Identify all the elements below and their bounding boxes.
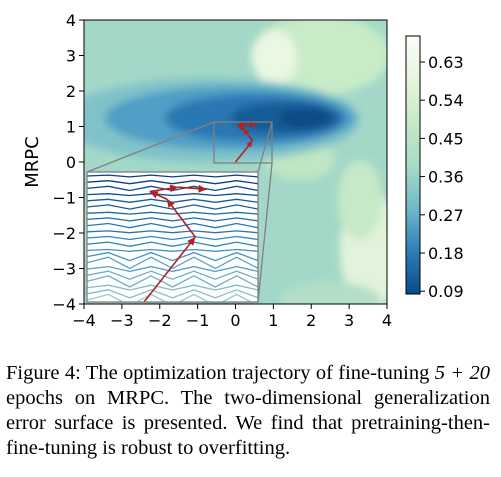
- y-axis: 4 3 2 1 0 −1 −2 −3 −4: [52, 11, 84, 314]
- y-tick-label: 0: [66, 153, 76, 172]
- x-tick-label: 3: [344, 311, 354, 330]
- caption-math: 5 + 20: [434, 362, 490, 384]
- trajectory-arrowhead: [187, 237, 196, 246]
- figure-caption: Figure 4: The optimization trajectory of…: [6, 361, 490, 461]
- y-tick-label: −3: [52, 260, 76, 279]
- inset-contour-line: [87, 251, 258, 262]
- colorbar: 0.63 0.54 0.45 0.36 0.27 0.18 0.09: [405, 35, 464, 301]
- y-tick-label: 3: [66, 47, 76, 66]
- y-tick-label: 2: [66, 82, 76, 101]
- x-tick-label: 2: [306, 311, 316, 330]
- zoom-box: [213, 121, 273, 164]
- x-tick-label: −2: [148, 311, 172, 330]
- x-tick-label: 0: [230, 311, 240, 330]
- caption-text-b: epochs on MRPC. The two-dimensional gene…: [6, 387, 490, 459]
- y-tick-label: −4: [52, 295, 76, 314]
- trajectory-arrowhead: [169, 184, 179, 193]
- inset-contour-line: [87, 174, 258, 178]
- x-axis: −4 −3 −2 −1 0 1 2 3 4: [72, 304, 392, 330]
- trajectory-segment: [143, 236, 196, 302]
- trajectory-arrowhead: [246, 140, 253, 148]
- y-axis-label: MRPC: [22, 136, 43, 187]
- inset-contour-line: [87, 304, 258, 309]
- colorbar-tick-label: 0.27: [428, 206, 464, 225]
- trajectory-arrowhead: [240, 122, 247, 129]
- inset-contour-line: [87, 222, 258, 229]
- contour-surface: [84, 20, 387, 304]
- zoom-connector: [86, 121, 215, 173]
- trajectory-arrowhead: [198, 184, 207, 193]
- x-tick-label: 1: [268, 311, 278, 330]
- inset-contour-line: [87, 248, 258, 252]
- colorbar-tick-label: 0.36: [428, 168, 464, 187]
- x-tick-label: −4: [72, 311, 96, 330]
- zoom-connector: [257, 162, 273, 303]
- y-tick-label: 4: [66, 11, 76, 30]
- caption-label: Figure 4:: [6, 362, 81, 384]
- colorbar-tick-label: 0.18: [428, 244, 464, 263]
- inset-contour-line: [87, 241, 258, 247]
- zoom-connector: [257, 121, 273, 173]
- trajectory-arrowhead: [166, 199, 175, 208]
- x-tick-label: −1: [186, 311, 210, 330]
- trajectory-main: [234, 121, 257, 163]
- x-tick-label: −3: [110, 311, 134, 330]
- inset-contour-line: [87, 265, 258, 273]
- y-tick-label: −2: [52, 224, 76, 243]
- inset-contour-line: [87, 211, 258, 215]
- y-tick-label: −1: [52, 189, 76, 208]
- inset-contour-line: [87, 217, 258, 222]
- colorbar-tick-label: 0.54: [428, 91, 464, 110]
- colorbar-tick-label: 0.63: [428, 53, 464, 72]
- inset-contour-line: [87, 293, 253, 302]
- inset-contour-line: [87, 230, 258, 234]
- inset-contour-line: [87, 180, 258, 185]
- inset-zoom: [86, 171, 259, 309]
- trajectory-arrowhead: [243, 128, 250, 136]
- trajectory-arrowhead: [149, 191, 159, 199]
- inset-contour-line: [87, 275, 258, 288]
- x-tick-label: 4: [382, 311, 392, 330]
- inset-contour-line: [87, 193, 258, 197]
- inset-contour-line: [87, 284, 258, 291]
- inset-contour-line: [87, 235, 258, 241]
- inset-contour-line: [87, 204, 258, 210]
- inset-contour-line: [87, 289, 258, 299]
- trajectory-arrowhead: [249, 121, 257, 128]
- caption-text-a: The optimization trajectory of fine-tuni…: [85, 362, 430, 384]
- y-tick-label: 1: [66, 118, 76, 137]
- inset-contour-line: [87, 270, 258, 280]
- colorbar-tick-label: 0.09: [428, 282, 464, 301]
- contour-figure: −4 −3 −2 −1 0 1 2 3 4 4 3 2 1 0 −1 −2 −3 −4 MRPC 0.63 0.5…: [22, 11, 464, 330]
- inset-contour-line: [87, 256, 258, 270]
- colorbar-tick-label: 0.45: [428, 129, 464, 148]
